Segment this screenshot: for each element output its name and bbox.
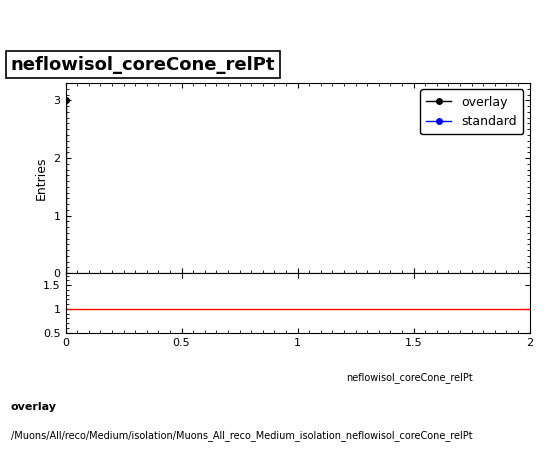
Text: neflowisol_coreCone_relPt: neflowisol_coreCone_relPt <box>346 372 473 383</box>
Text: /Muons/All/reco/Medium/isolation/Muons_All_reco_Medium_isolation_neflowisol_core: /Muons/All/reco/Medium/isolation/Muons_A… <box>11 430 472 441</box>
Text: overlay: overlay <box>11 402 57 412</box>
Legend: overlay, standard: overlay, standard <box>420 90 524 134</box>
Y-axis label: Entries: Entries <box>35 157 48 200</box>
Text: neflowisol_coreCone_relPt: neflowisol_coreCone_relPt <box>11 56 275 74</box>
